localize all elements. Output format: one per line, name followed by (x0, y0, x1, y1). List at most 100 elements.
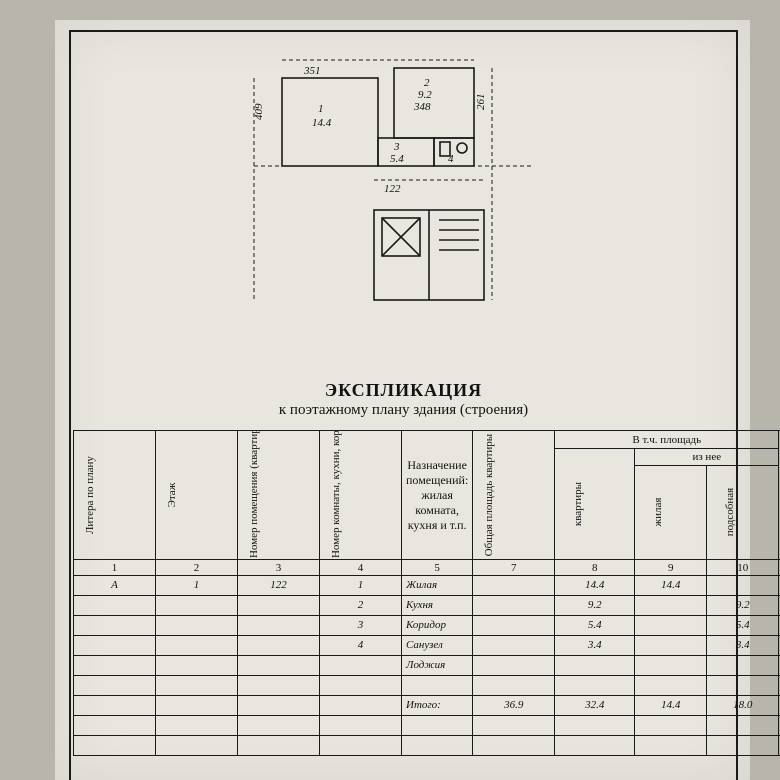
cell-c2 (156, 636, 238, 656)
hdr-c4: Номер комнаты, кухни, корид. и т.п. (320, 431, 402, 560)
cell-c5: Жилая (402, 576, 473, 596)
room-1-id: 1 (318, 103, 324, 115)
cell-c5 (402, 716, 473, 736)
cell-c2: 1 (156, 576, 238, 596)
cell-c5: Санузел (402, 636, 473, 656)
table-row: А11221Жилая14.414.4 (74, 576, 780, 596)
hdr-c3: Номер помещения (квартиры) (238, 431, 320, 560)
dim-348: 348 (413, 101, 431, 113)
cell-c5: Лоджия (402, 656, 473, 676)
cell-c7 (473, 716, 555, 736)
cell-c3 (238, 656, 320, 676)
dim-409: 409 (253, 103, 265, 120)
cell-c9: 14.4 (635, 576, 707, 596)
cell-c1 (74, 696, 156, 716)
room-3-id: 3 (393, 141, 400, 153)
hdr-c2: Этаж (156, 431, 238, 560)
cell-c8: 32.4 (555, 696, 635, 716)
cell-c9 (635, 716, 707, 736)
cell-c9 (635, 596, 707, 616)
hdr-c8: квартиры (555, 449, 635, 560)
column-number-row: 123 457 8910 1114 (74, 560, 780, 576)
cell-c7 (473, 636, 555, 656)
hdr-c9: жилая (635, 466, 707, 560)
cell-c8: 14.4 (555, 576, 635, 596)
cell-c1 (74, 736, 156, 756)
cell-c7 (473, 656, 555, 676)
cell-c8 (555, 656, 635, 676)
cell-c4 (320, 716, 402, 736)
cell-c3 (238, 596, 320, 616)
cell-c10 (707, 676, 779, 696)
floor-plan: 1 14.4 2 9.2 3 5.4 4 351 409 348 261 122 (234, 50, 574, 350)
cell-c2 (156, 656, 238, 676)
room-4-id: 4 (448, 153, 454, 165)
cell-c2 (156, 716, 238, 736)
cell-c4 (320, 656, 402, 676)
cell-c10: 18.0 (707, 696, 779, 716)
hdr-c7: Общая площадь квартиры (473, 431, 555, 560)
cell-c4: 1 (320, 576, 402, 596)
dim-122: 122 (384, 183, 401, 195)
cell-c4 (320, 696, 402, 716)
cell-c5 (402, 676, 473, 696)
hdr-c5: Назначение помещений: жилая комната, кух… (402, 431, 473, 560)
cell-c1 (74, 616, 156, 636)
cell-c10 (707, 576, 779, 596)
cell-c8: 3.4 (555, 636, 635, 656)
cell-c1 (74, 656, 156, 676)
cell-c8 (555, 716, 635, 736)
cell-c7 (473, 736, 555, 756)
cell-c10: 9.2 (707, 596, 779, 616)
cell-c1 (74, 596, 156, 616)
cell-c4: 3 (320, 616, 402, 636)
cell-c7 (473, 616, 555, 636)
cell-c8: 9.2 (555, 596, 635, 616)
cell-c10: 5.4 (707, 616, 779, 636)
table-title: ЭКСПЛИКАЦИЯ (71, 380, 736, 401)
cell-c9 (635, 676, 707, 696)
room-2-area: 9.2 (418, 89, 432, 101)
cell-c8 (555, 736, 635, 756)
cell-c10 (707, 716, 779, 736)
cell-c10 (707, 656, 779, 676)
cell-c4 (320, 676, 402, 696)
cell-c7 (473, 676, 555, 696)
cell-c10: 3.4 (707, 636, 779, 656)
table-row: 4Санузел 3.4 3.4 (74, 636, 780, 656)
cell-c9 (635, 656, 707, 676)
cell-c8: 5.4 (555, 616, 635, 636)
cell-c7: 36.9 (473, 696, 555, 716)
cell-c8 (555, 676, 635, 696)
table-row (74, 736, 780, 756)
paper-sheet: 1 14.4 2 9.2 3 5.4 4 351 409 348 261 122… (55, 20, 750, 780)
cell-c1 (74, 676, 156, 696)
page-frame: 1 14.4 2 9.2 3 5.4 4 351 409 348 261 122… (69, 30, 738, 780)
cell-c5 (402, 736, 473, 756)
cell-c5: Кухня (402, 596, 473, 616)
cell-c1 (74, 716, 156, 736)
table-row (74, 676, 780, 696)
table-row: Лоджия4.5 (74, 656, 780, 676)
cell-c3 (238, 736, 320, 756)
cell-c4 (320, 736, 402, 756)
room-2-id: 2 (424, 77, 430, 89)
table-row (74, 716, 780, 736)
cell-c9 (635, 636, 707, 656)
cell-c3 (238, 676, 320, 696)
dim-351: 351 (303, 65, 321, 77)
room-3-area: 5.4 (390, 153, 404, 165)
table-row: 3Коридор 5.4 5.4 (74, 616, 780, 636)
hdr-group-top: В т.ч. площадь (555, 431, 779, 449)
cell-c5: Коридор (402, 616, 473, 636)
cell-c2 (156, 676, 238, 696)
cell-c2 (156, 596, 238, 616)
cell-c4: 4 (320, 636, 402, 656)
room-1-area: 14.4 (312, 117, 332, 129)
cell-c3 (238, 636, 320, 656)
cell-c9 (635, 736, 707, 756)
hdr-c1: Литера по плану (74, 431, 156, 560)
table-subtitle: к поэтажному плану здания (строения) (71, 402, 736, 419)
cell-c3 (238, 716, 320, 736)
table-row: 2Кухня9.29.2 (74, 596, 780, 616)
